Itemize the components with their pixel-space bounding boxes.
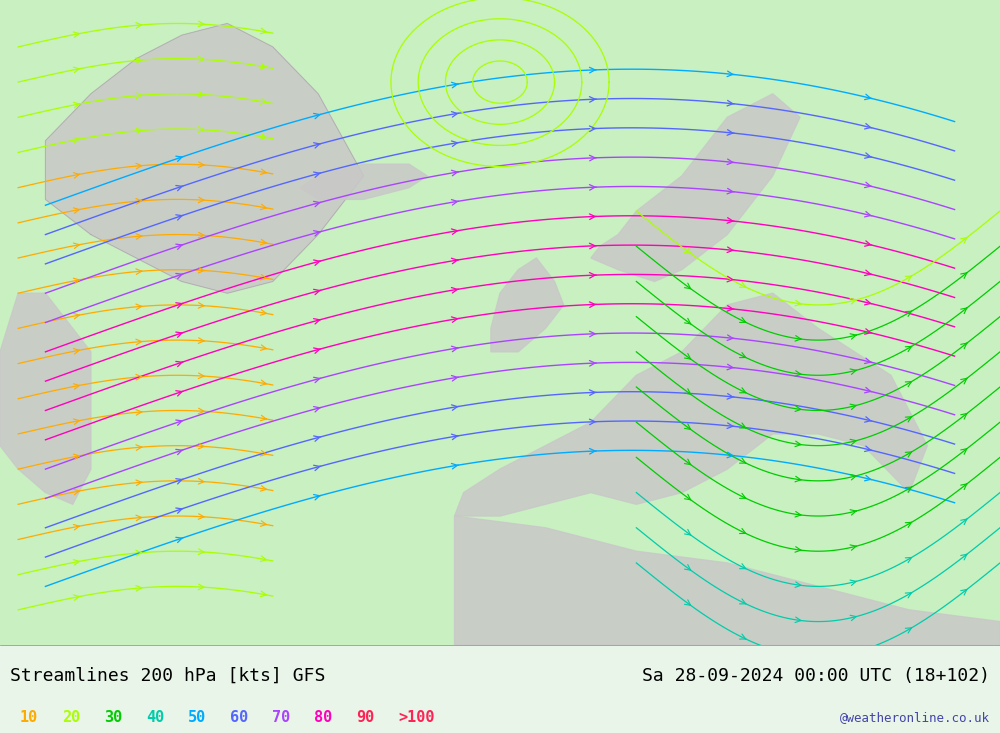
Text: 70: 70 [272,710,290,725]
Text: @weatheronline.co.uk: @weatheronline.co.uk [840,711,990,723]
Text: Sa 28-09-2024 00:00 UTC (18+102): Sa 28-09-2024 00:00 UTC (18+102) [642,667,990,685]
Polygon shape [45,23,364,293]
Text: 80: 80 [314,710,332,725]
Polygon shape [455,293,927,516]
Text: >100: >100 [398,710,434,725]
Text: 50: 50 [188,710,206,725]
Polygon shape [455,516,1000,645]
Polygon shape [0,293,91,504]
Text: 40: 40 [146,710,164,725]
Text: 30: 30 [104,710,122,725]
Polygon shape [300,164,427,199]
Polygon shape [491,258,564,352]
Text: 90: 90 [356,710,374,725]
Text: Streamlines 200 hPa [kts] GFS: Streamlines 200 hPa [kts] GFS [10,667,325,685]
Text: 10: 10 [20,710,38,725]
Text: 20: 20 [62,710,80,725]
Polygon shape [591,94,800,281]
Text: 60: 60 [230,710,248,725]
